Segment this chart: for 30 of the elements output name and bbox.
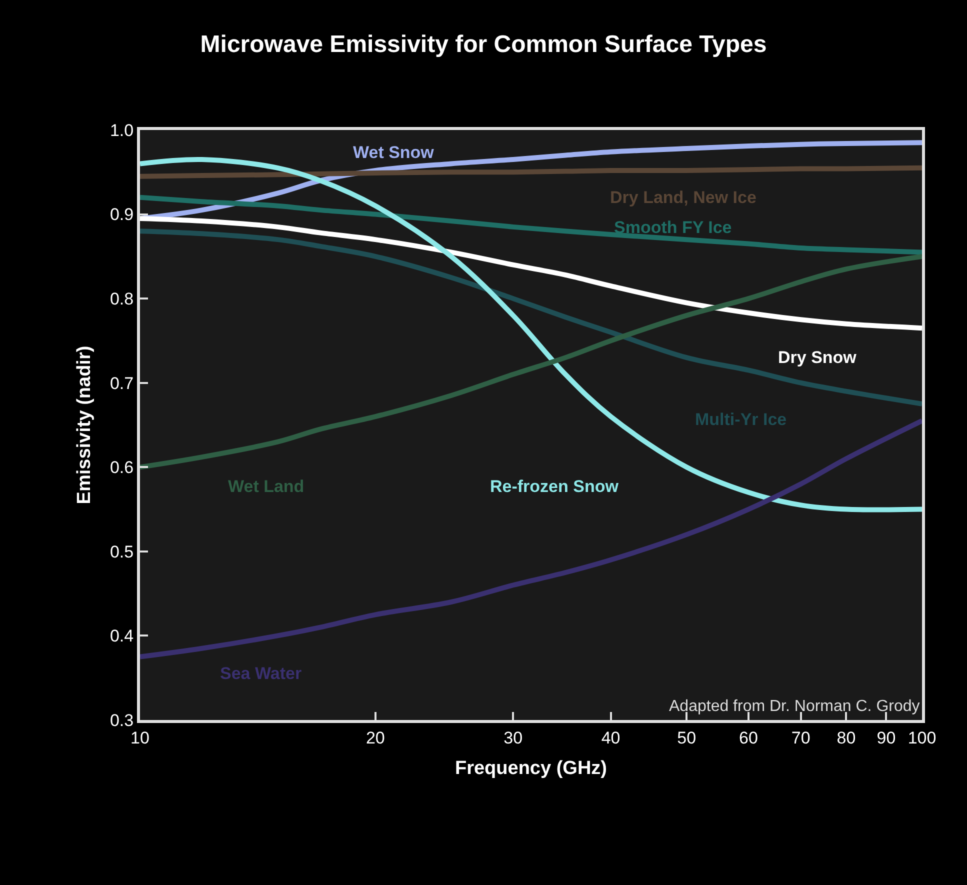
text: Re-frozen Snow [490,477,620,496]
x-tick-label: 80 [836,728,856,748]
x-tick-label: 50 [677,728,696,748]
y-tick-label: 0.8 [110,290,134,309]
series-label: Smooth FY Ice [614,218,732,237]
series-label: Wet Snow [353,143,435,162]
x-tick-label: 40 [601,728,620,748]
annotation: Adapted from Dr. Norman C. Grody [669,698,920,715]
y-tick-label: 0.3 [110,710,134,730]
y-tick-label: 0.7 [110,374,134,393]
x-tick-label: 60 [739,728,758,748]
series-label: Dry Snow [778,348,858,367]
series-label: Multi-Yr Ice [695,410,787,429]
series-label: Sea Water [220,664,302,683]
series-label: Dry Land, New Ice [610,188,756,207]
y-tick-label: 0.4 [110,626,134,646]
x-tick-label: 10 [130,728,150,748]
y-axis-title: Emissivity (nadir) [74,346,95,504]
y-tick-label: 0.6 [110,458,134,478]
x-axis-title: Frequency (GHz) [454,758,608,780]
y-tick-label: 0.9 [110,205,134,224]
y-tick-label: 1.0 [110,120,134,140]
chart-title: Microwave Emissivity for Common Surface Types [200,31,767,58]
x-tick-label: 100 [908,728,936,748]
x-tick-label: 70 [791,728,810,748]
series-label: Wet Land [228,477,304,496]
x-tick-label: 20 [366,728,385,748]
x-tick-label: 30 [504,728,523,748]
y-tick-label: 0.5 [110,542,134,562]
x-tick-label: 90 [876,728,896,748]
